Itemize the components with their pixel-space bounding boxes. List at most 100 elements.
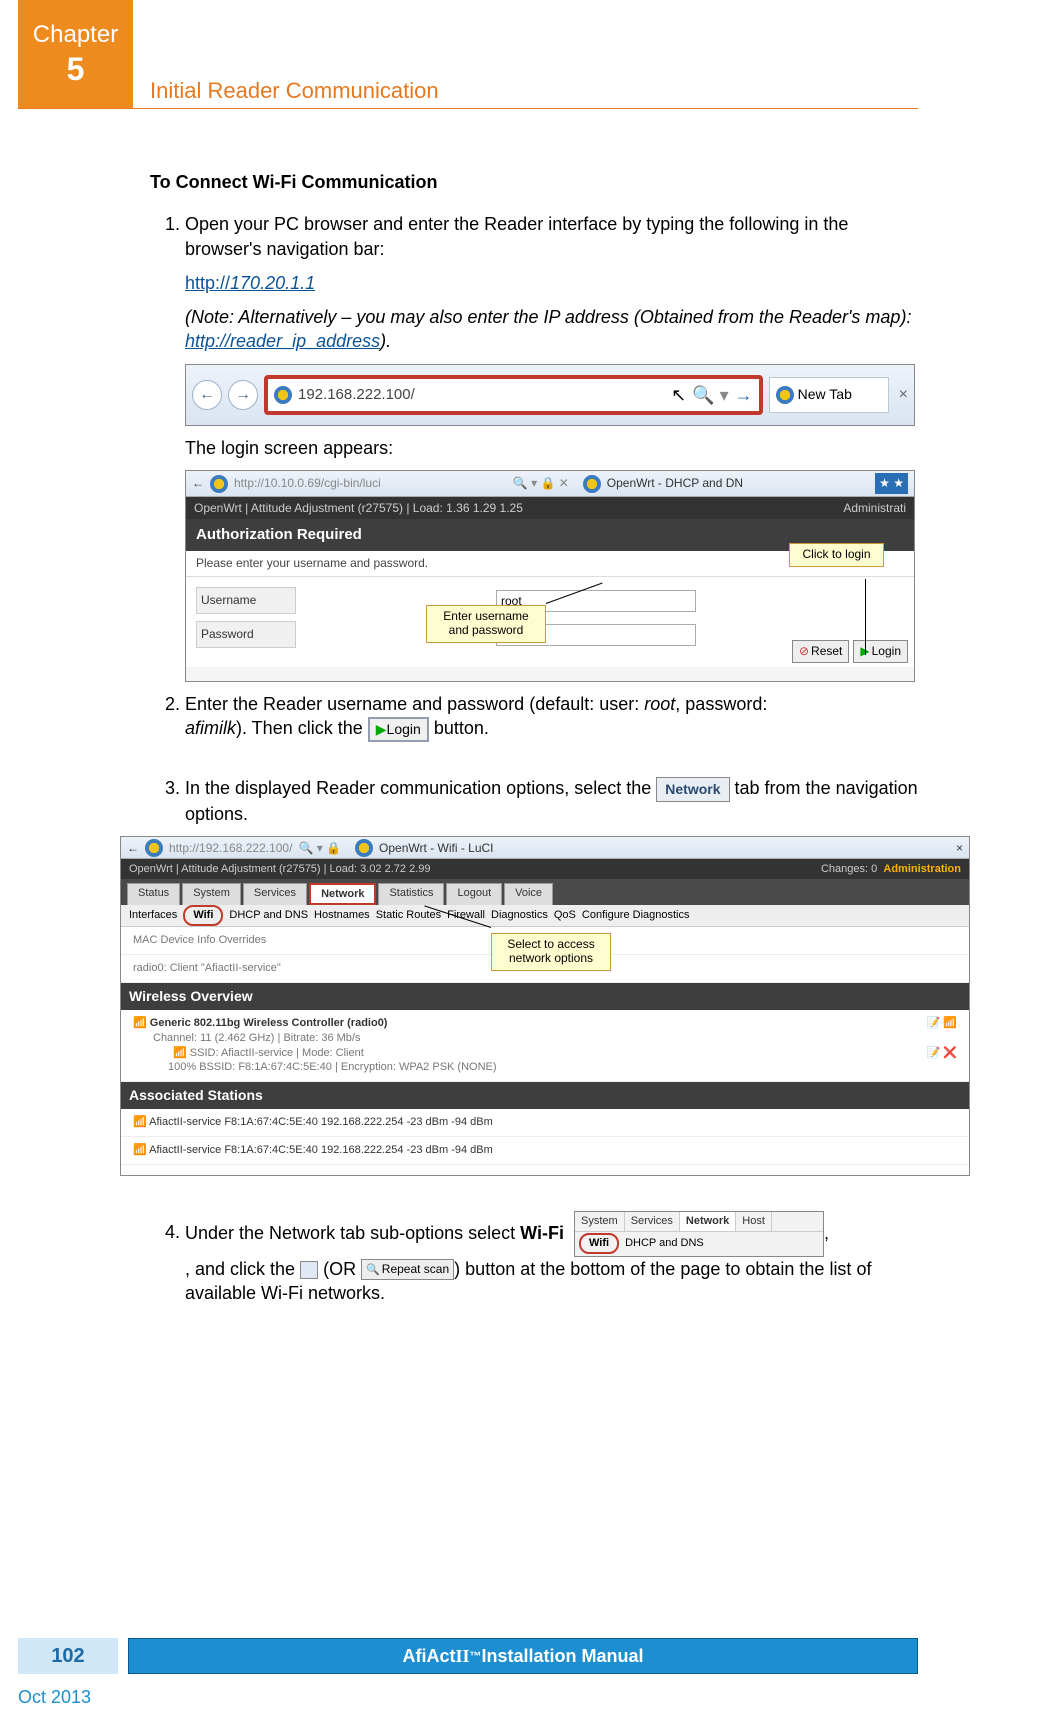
url-host: 170.20.1.1 — [230, 273, 315, 293]
nav-tabs: Status System Services Network Statistic… — [121, 879, 969, 905]
tab-statistics[interactable]: Statistics — [378, 883, 444, 905]
ie-icon — [210, 475, 228, 493]
step-3: In the displayed Reader communication op… — [185, 776, 920, 826]
reset-label: Reset — [811, 643, 842, 659]
callout-enter-creds: Enter usernameand password — [426, 605, 546, 643]
wireless-ctrl: 📶 Generic 802.11bg Wireless Controller (… — [121, 1010, 969, 1082]
tab-logout[interactable]: Logout — [446, 883, 502, 905]
login-form: Username Password ⊘Reset ▶Login — [186, 577, 914, 667]
subtab-cfgdiag[interactable]: Configure Diagnostics — [582, 908, 690, 923]
channel-info: Channel: 11 (2.462 GHz) | Bitrate: 36 Mb… — [133, 1032, 360, 1044]
subtab-dhcp[interactable]: DHCP and DNS — [625, 1236, 704, 1251]
step-4: Under the Network tab sub-options select… — [185, 1211, 920, 1306]
network-tab-inline[interactable]: Network — [656, 777, 729, 802]
chapter-tab: Chapter 5 — [18, 0, 133, 108]
callout-click-login: Click to login — [789, 543, 884, 567]
tab-services[interactable]: Services — [625, 1212, 680, 1231]
subtab-wifi[interactable]: Wifi — [579, 1233, 619, 1254]
ie-icon — [274, 386, 292, 404]
assoc1: AfiactII-service F8:1A:67:4C:5E:40 192.1… — [149, 1116, 493, 1128]
assoc-row-2: 📶 AfiactII-service F8:1A:67:4C:5E:40 192… — [121, 1137, 969, 1165]
page-number: 102 — [18, 1638, 118, 1674]
subtab-static[interactable]: Static Routes — [376, 908, 441, 923]
note-text: (Note: Alternatively – you may also ente… — [185, 307, 911, 327]
tab-network[interactable]: Network — [309, 883, 376, 905]
login-label: Login — [872, 643, 901, 659]
address-text[interactable]: 192.168.222.100/ — [298, 385, 665, 405]
tab-host[interactable]: Host — [736, 1212, 772, 1231]
s4a: Under the Network tab sub-options select — [185, 1222, 520, 1242]
s4b: , and click the — [185, 1259, 300, 1279]
s2d: button. — [434, 718, 489, 738]
step-1: Open your PC browser and enter the Reade… — [185, 212, 920, 261]
login-appears: The login screen appears: — [185, 436, 920, 460]
back-icon[interactable]: ← — [127, 840, 139, 856]
go-arrow-icon[interactable]: → — [735, 383, 753, 407]
scan-icon[interactable] — [300, 1261, 318, 1279]
username-label: Username — [196, 587, 296, 613]
tab-services[interactable]: Services — [243, 883, 307, 905]
close-icon[interactable]: × — [899, 384, 908, 406]
s3-tab: OpenWrt - Wifi - LuCI — [379, 840, 493, 856]
sub-tabs: Interfaces Wifi DHCP and DNS Hostnames S… — [121, 905, 969, 927]
s3-bartext: OpenWrt | Attitude Adjustment (r27575) |… — [129, 862, 430, 877]
login-btn-label: Login — [387, 721, 421, 737]
pointer-line — [865, 579, 866, 655]
section-title: Initial Reader Communication — [150, 78, 439, 104]
chapter-word: Chapter — [18, 21, 133, 49]
footer-date: Oct 2013 — [18, 1687, 91, 1708]
star-icon[interactable]: ★ ★ — [875, 473, 908, 493]
s2-topbar: ← http://10.10.0.69/cgi-bin/luci 🔍 ▾ 🔒 ✕… — [186, 471, 914, 497]
back-button[interactable]: ← — [192, 380, 222, 410]
s3a: In the displayed Reader communication op… — [185, 778, 656, 798]
subtab-diag[interactable]: Diagnostics — [491, 908, 548, 923]
note-url: http://reader_ip_address — [185, 331, 380, 351]
ctrl-title: Generic 802.11bg Wireless Controller (ra… — [150, 1017, 388, 1029]
wireless-overview-header: Wireless Overview — [121, 983, 969, 1010]
s4c: (OR — [323, 1259, 361, 1279]
subtab-hostnames[interactable]: Hostnames — [314, 908, 370, 923]
forward-button[interactable]: → — [228, 380, 258, 410]
login-button[interactable]: ▶Login — [853, 640, 908, 662]
s3-statusbar: OpenWrt | Attitude Adjustment (r27575) |… — [121, 859, 969, 879]
reset-button[interactable]: ⊘Reset — [792, 640, 849, 662]
title-rule — [18, 108, 918, 109]
url-scheme: http:// — [185, 273, 230, 293]
ssid-info: SSID: AfiactII-service | Mode: Client — [190, 1047, 364, 1059]
ft-c: Installation Manual — [481, 1646, 643, 1667]
tab-network[interactable]: Network — [680, 1212, 736, 1231]
s2-url: http://10.10.0.69/cgi-bin/luci — [234, 475, 381, 491]
tab-status[interactable]: Status — [127, 883, 180, 905]
step-2: Enter the Reader username and password (… — [185, 692, 920, 742]
chapter-num: 5 — [18, 51, 133, 88]
subtab-wifi[interactable]: Wifi — [183, 905, 223, 926]
back-icon[interactable]: ← — [192, 475, 204, 491]
assoc2: AfiactII-service F8:1A:67:4C:5E:40 192.1… — [149, 1144, 493, 1156]
subtab-interfaces[interactable]: Interfaces — [129, 908, 177, 923]
repeat-scan-button[interactable]: Repeat scan — [361, 1259, 454, 1280]
callout-network: Select to accessnetwork options — [491, 933, 611, 971]
s2a: Enter the Reader username and password (… — [185, 694, 644, 714]
login-button-inline[interactable]: ▶Login — [368, 717, 429, 742]
subtab-dhcp[interactable]: DHCP and DNS — [229, 908, 308, 923]
s3-topbar: ← http://192.168.222.100/ 🔍 ▾ 🔒 OpenWrt … — [121, 837, 969, 859]
pct: 100% — [168, 1061, 196, 1073]
footer-title: AfiAct II™ Installation Manual — [128, 1638, 918, 1674]
s3-changes: Changes: 0 — [821, 863, 877, 875]
tab-voice[interactable]: Voice — [504, 883, 553, 905]
s2c: ). Then click the — [236, 718, 368, 738]
bssid-info: BSSID: F8:1A:67:4C:5E:40 | Encryption: W… — [199, 1061, 496, 1073]
pointer-line — [120, 895, 121, 896]
ie-icon — [583, 475, 601, 493]
tm-icon: ™ — [469, 1649, 481, 1663]
screenshot-login: Loginarea { ← http://10.10.0.69/cgi-bin/… — [185, 470, 915, 682]
main-content: To Connect Wi-Fi Communication Open your… — [150, 170, 920, 1315]
s2-tab: OpenWrt - DHCP and DN — [607, 475, 743, 491]
new-tab[interactable]: New Tab — [769, 377, 889, 413]
password-label: Password — [196, 621, 296, 647]
associated-header: Associated Stations — [121, 1082, 969, 1109]
tab-system[interactable]: System — [182, 883, 241, 905]
tab-system[interactable]: System — [575, 1212, 625, 1231]
screenshot-browser-bar: ← → 192.168.222.100/ ↖ 🔍 ▾ → New Tab × — [185, 364, 915, 426]
subtab-qos[interactable]: QoS — [554, 908, 576, 923]
